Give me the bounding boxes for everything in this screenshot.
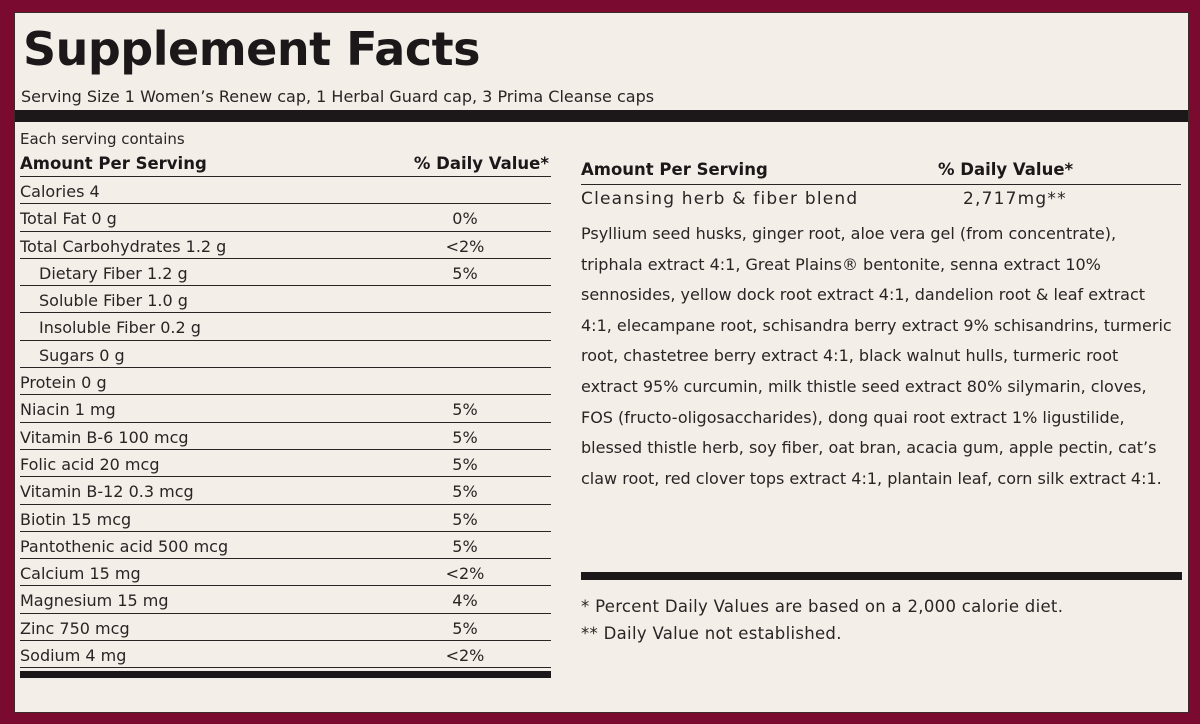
nutrient-label: Soluble Fiber 1.0 g <box>39 291 188 311</box>
page-title: Supplement Facts <box>23 22 481 76</box>
thick-divider <box>15 110 1188 122</box>
blend-amount: 2,717mg** <box>963 189 1067 209</box>
table-row: Folic acid 20 mcg 5% <box>20 450 551 478</box>
daily-value-heading: % Daily Value* <box>413 154 549 173</box>
table-row: Total Fat 0 g 0% <box>20 204 551 232</box>
table-row: Total Carbohydrates 1.2 g <2% <box>20 232 551 259</box>
table-row: Calories 4 <box>20 177 551 205</box>
table-row: Calcium 15 mg <2% <box>20 559 551 587</box>
nutrient-daily-value: 4% <box>452 591 478 611</box>
nutrient-label: Folic acid 20 mcg <box>20 454 160 474</box>
nutrient-label: Sodium 4 mg <box>20 646 127 666</box>
nutrient-daily-value: 5% <box>452 482 478 502</box>
nutrient-daily-value: 5% <box>452 509 478 529</box>
nutrient-label: Zinc 750 mcg <box>20 618 130 638</box>
nutrient-table-header: Amount Per Serving % Daily Value* <box>20 149 551 177</box>
footnotes: * Percent Daily Values are based on a 2,… <box>581 593 1063 647</box>
table-row: Protein 0 g <box>20 368 551 396</box>
nutrient-label: Total Fat 0 g <box>20 209 117 229</box>
footnote-daily-values: * Percent Daily Values are based on a 2,… <box>581 597 1064 616</box>
footnote-not-established: ** Daily Value not established. <box>581 624 842 643</box>
table-row: Sodium 4 mg <2% <box>20 641 551 669</box>
nutrient-label: Vitamin B-6 100 mcg <box>20 427 189 447</box>
table-row: Biotin 15 mcg 5% <box>20 505 551 532</box>
nutrient-label: Vitamin B-12 0.3 mcg <box>20 482 194 502</box>
nutrient-label: Calcium 15 mg <box>20 564 141 584</box>
table-row: Zinc 750 mcg 5% <box>20 614 551 642</box>
nutrient-label: Magnesium 15 mg <box>20 591 169 611</box>
nutrient-label: Niacin 1 mg <box>20 400 116 420</box>
table-row: Sugars 0 g <box>20 341 551 369</box>
supplement-facts-panel: Supplement Facts Serving Size 1 Women’s … <box>14 12 1189 713</box>
table-row: Insoluble Fiber 0.2 g <box>20 313 551 341</box>
thick-divider-bottom <box>20 671 551 679</box>
nutrient-daily-value: 5% <box>452 454 478 474</box>
each-serving-contains: Each serving contains <box>20 130 185 148</box>
nutrient-table: Each serving contains Amount Per Serving… <box>20 129 551 679</box>
nutrient-daily-value: 5% <box>452 618 478 638</box>
serving-size: Serving Size 1 Women’s Renew cap, 1 Herb… <box>21 87 655 106</box>
nutrient-daily-value: <2% <box>445 236 485 256</box>
amount-per-serving-heading: Amount Per Serving <box>20 154 207 173</box>
blend-name: Cleansing herb & fiber blend <box>581 189 859 209</box>
nutrient-label: Insoluble Fiber 0.2 g <box>39 318 201 338</box>
nutrient-daily-value: 5% <box>452 427 478 447</box>
blend-row: Cleansing herb & fiber blend 2,717mg** <box>581 185 1181 215</box>
thick-divider-right <box>581 572 1182 580</box>
table-row: Soluble Fiber 1.0 g <box>20 286 551 314</box>
nutrient-daily-value: <2% <box>445 646 485 666</box>
table-row: Magnesium 15 mg 4% <box>20 586 551 614</box>
blend-section: Amount Per Serving % Daily Value* Cleans… <box>581 158 1181 494</box>
ingredient-list: Psyllium seed husks, ginger root, aloe v… <box>581 224 1172 488</box>
table-row: Niacin 1 mg 5% <box>20 395 551 423</box>
nutrient-daily-value: 0% <box>452 209 478 229</box>
nutrient-label: Total Carbohydrates 1.2 g <box>20 236 227 256</box>
nutrient-label: Sugars 0 g <box>39 345 125 365</box>
nutrient-daily-value: 5% <box>452 263 478 283</box>
nutrient-daily-value: <2% <box>445 564 485 584</box>
nutrient-label: Protein 0 g <box>20 373 107 393</box>
nutrient-label: Dietary Fiber 1.2 g <box>39 263 188 283</box>
nutrient-label: Biotin 15 mcg <box>20 509 132 529</box>
blend-table-header: Amount Per Serving % Daily Value* <box>581 158 1181 185</box>
table-row: Pantothenic acid 500 mcg 5% <box>20 532 551 560</box>
table-row: Vitamin B-6 100 mcg 5% <box>20 423 551 450</box>
nutrient-label: Calories 4 <box>20 182 100 201</box>
nutrient-label: Pantothenic acid 500 mcg <box>20 536 229 556</box>
table-row: Vitamin B-12 0.3 mcg 5% <box>20 477 551 505</box>
daily-value-heading: % Daily Value* <box>938 160 1074 179</box>
table-row: Dietary Fiber 1.2 g 5% <box>20 259 551 287</box>
nutrient-daily-value: 5% <box>452 400 478 420</box>
amount-per-serving-heading: Amount Per Serving <box>581 160 768 179</box>
nutrient-daily-value: 5% <box>452 536 478 556</box>
